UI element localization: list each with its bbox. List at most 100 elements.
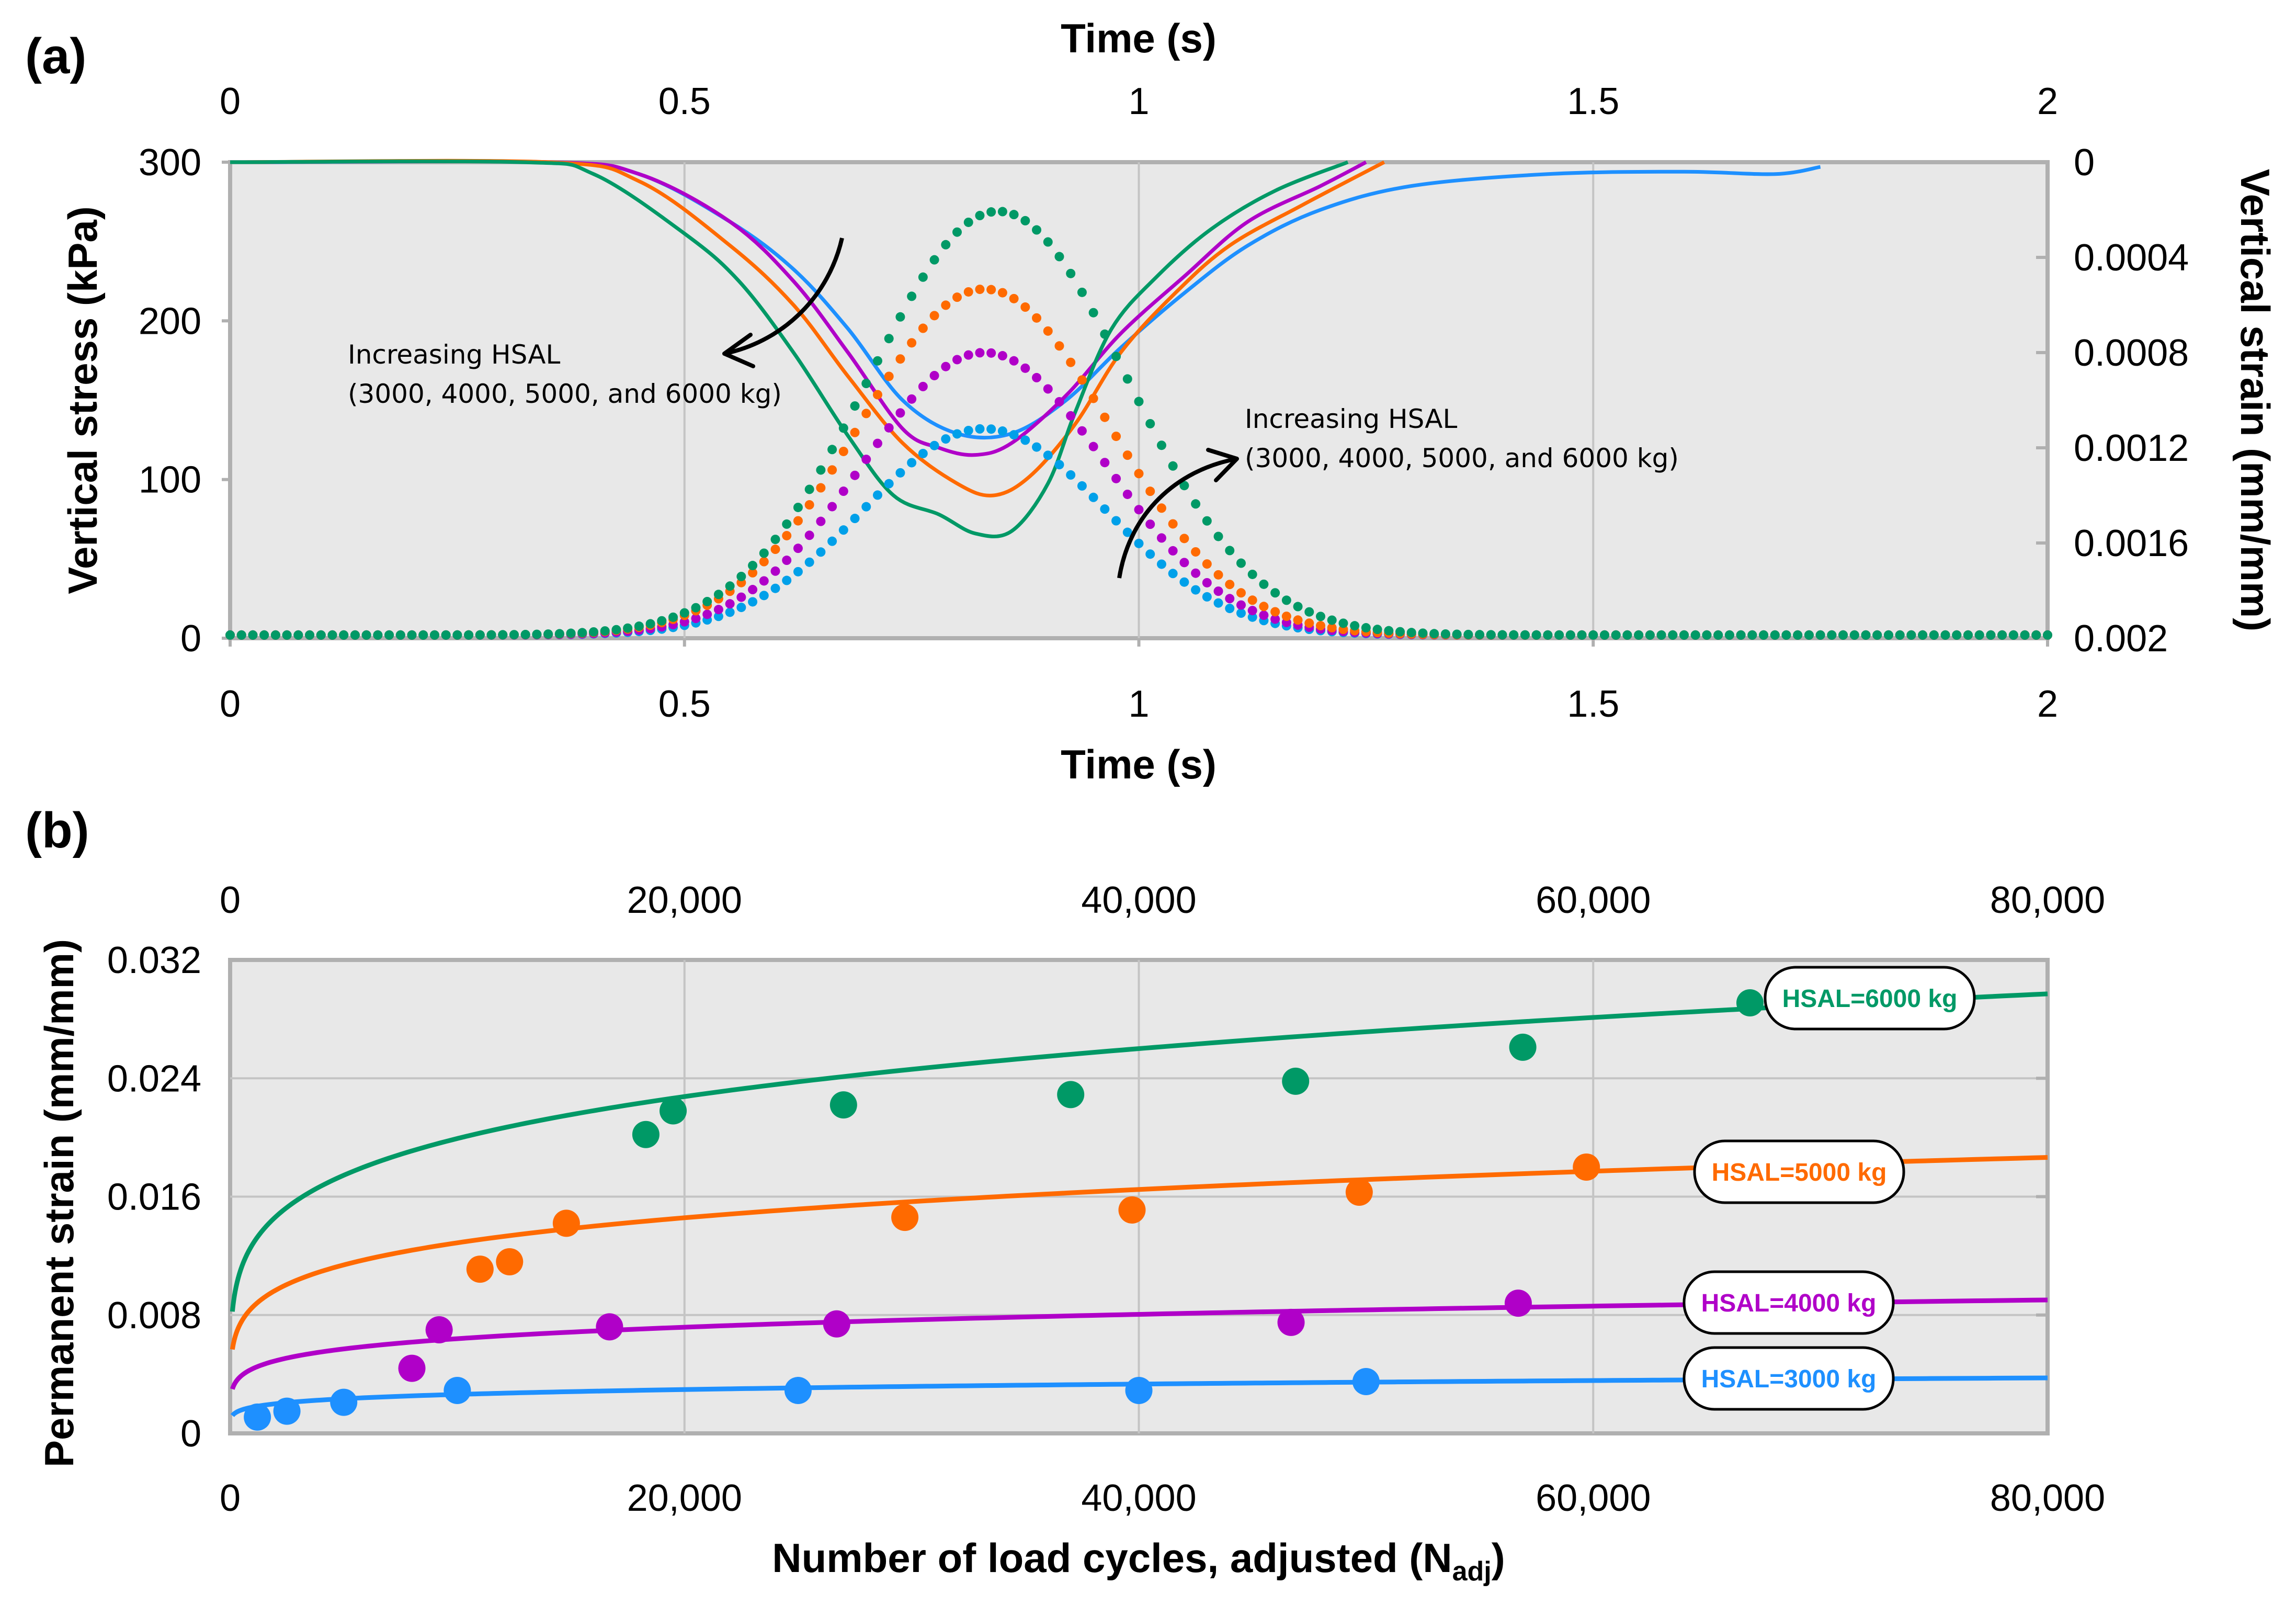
stress-point [1168,461,1178,471]
stress-point [782,530,792,540]
stress-point [748,561,758,571]
stress-point [1509,630,1519,640]
stress-point [2020,630,2030,640]
stress-point [1861,630,1871,640]
chart-a-top-x-title: Time (s) [1061,15,1217,61]
data-point [829,1091,857,1119]
hsal-label-box [1693,1139,1905,1204]
chart-b-top-x-tick-label: 40,000 [1081,879,1196,921]
stress-point [418,630,428,640]
stress-point [725,581,735,591]
chart-a-y2-tick-label: 0.0008 [2074,332,2189,374]
chart-a-y2-title: Vertical strain (mm/mm) [2232,169,2278,631]
stress-point [1122,489,1132,499]
stress-point [1259,602,1269,612]
stress-point [1565,630,1575,640]
stress-point [1213,586,1223,596]
chart-a-top-x-tick-label: 1 [1128,81,1149,122]
stress-point [1213,531,1223,541]
stress-point [1293,602,1303,612]
annotation-strain: Increasing HSAL (3000, 4000, 5000, and 6… [348,237,844,409]
stress-point [1111,516,1121,526]
stress-point [929,255,939,265]
fit-curve [230,1375,2048,1417]
stress-point [623,623,633,633]
data-point [552,1209,580,1237]
stress-point [668,612,678,622]
stress-point [1270,588,1280,598]
stress-point [884,371,894,381]
stress-point [384,630,394,640]
chart-b-x-tick-label: 0 [220,1477,241,1519]
stress-point [1247,569,1257,579]
stress-point [997,288,1007,298]
stress-point [1145,519,1155,529]
chart-a-top-x-tick-label: 0 [220,81,241,122]
stress-point [850,514,860,524]
stress-point [498,630,508,640]
data-point [1057,1081,1085,1109]
chart-b-top-x-tick-label: 60,000 [1536,879,1651,921]
stress-point [770,583,780,593]
stress-point [1168,519,1178,529]
stress-point [316,630,326,640]
stress-point [1452,629,1462,639]
stress-point [1656,630,1666,640]
chart-b-x-title-main: Number of load cycles, adjusted (N [772,1535,1452,1581]
chart-a-x-tick-label: 1.5 [1567,683,1619,725]
stress-point [282,630,292,640]
stress-point [816,516,826,526]
stress-point [1429,629,1439,639]
stress-point [1225,604,1235,614]
stress-point [748,597,758,607]
stress-point [1168,569,1178,579]
data-point [1282,1067,1310,1095]
stress-point [861,455,871,465]
stress-point [1838,630,1848,640]
fit-curve [230,991,2048,1312]
stress-point [770,545,780,555]
stress-point [702,609,712,619]
stress-point [1747,630,1757,640]
stress-point [691,603,701,613]
annotation-stress: Increasing HSAL (3000, 4000, 5000, and 6… [1117,404,1679,579]
stress-point [350,630,360,640]
stress-point [725,599,735,609]
stress-point [1077,375,1087,385]
stress-point [441,630,451,640]
stress-point [1020,363,1030,373]
stress-point [1043,450,1053,460]
stress-point [1100,504,1110,514]
data-point [1125,1376,1153,1404]
stress-point [1759,630,1769,640]
stress-point [1849,630,1859,640]
chart-b-y-tick-label: 0.032 [107,940,201,981]
data-point [425,1316,453,1344]
stress-point [1316,621,1325,631]
stress-point [827,502,837,512]
stress-point [782,575,792,585]
stress-point [1327,623,1337,632]
stress-point [997,426,1007,436]
data-point [330,1388,358,1416]
stress-point [270,630,280,640]
stress-point [248,630,258,640]
stress-point [1338,618,1348,628]
chart-a-x-title: Time (s) [1061,741,1217,787]
stress-point [895,312,905,322]
stress-point [1145,487,1155,496]
stress-point [838,525,848,535]
stress-point [850,470,860,480]
chart-b-y-tick-label: 0 [180,1413,201,1455]
stress-point [1463,629,1473,639]
stress-point [1134,538,1144,548]
data-point [1277,1308,1305,1336]
stress-point [1815,630,1825,640]
stress-series-6000-kg [225,207,2052,640]
stress-point [1066,268,1076,278]
hsal-label-HSAL-5000-kg: HSAL=5000 kg [1693,1139,1905,1204]
stress-point [1679,630,1689,640]
stress-point [941,300,951,310]
stress-point [691,614,701,624]
